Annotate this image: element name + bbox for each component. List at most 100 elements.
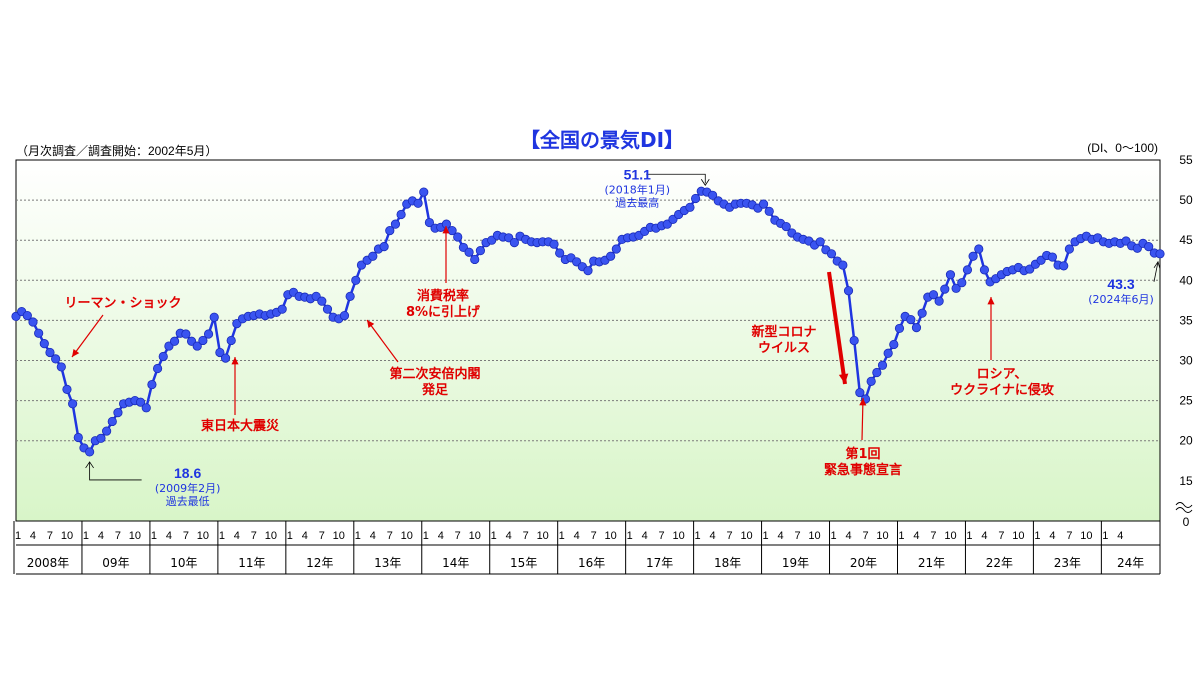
month-tick-label: 7 xyxy=(727,530,733,542)
data-point xyxy=(877,360,888,370)
month-tick-label: 7 xyxy=(251,530,257,542)
data-point xyxy=(22,310,32,321)
data-point xyxy=(934,296,944,306)
data-point xyxy=(39,339,49,349)
data-point xyxy=(583,266,593,276)
y-tick-label: 35 xyxy=(1179,313,1193,327)
data-point xyxy=(707,190,718,200)
data-point xyxy=(979,265,990,275)
data-point xyxy=(549,239,559,249)
month-tick-label: 10 xyxy=(944,530,956,542)
max-pointer xyxy=(646,173,706,184)
data-point xyxy=(226,335,236,346)
month-tick-label: 7 xyxy=(183,530,189,542)
month-tick-label: 4 xyxy=(1117,530,1123,542)
data-point xyxy=(322,304,333,314)
month-tick-label: 1 xyxy=(830,530,836,542)
month-tick-label: 4 xyxy=(845,530,851,542)
data-point xyxy=(855,387,865,398)
month-tick-label: 10 xyxy=(197,530,209,542)
data-point xyxy=(968,251,978,261)
data-point xyxy=(96,433,106,443)
data-point xyxy=(453,232,463,242)
data-point xyxy=(45,347,55,358)
axis-break-icon xyxy=(1175,502,1193,513)
month-tick-label: 1 xyxy=(559,530,565,542)
data-point xyxy=(815,237,825,247)
month-tick-label: 4 xyxy=(302,530,308,542)
data-point xyxy=(192,341,202,351)
event-label: 第二次安倍内閣 xyxy=(389,366,480,382)
event-label: 消費税率 xyxy=(417,288,469,304)
month-tick-label: 10 xyxy=(129,530,141,542)
year-label: 21年 xyxy=(918,556,945,570)
month-tick-label: 10 xyxy=(401,530,413,542)
data-point xyxy=(951,283,961,293)
month-tick-label: 7 xyxy=(387,530,393,542)
data-point xyxy=(385,225,395,236)
month-tick-label: 10 xyxy=(740,530,752,542)
y-tick-label: 20 xyxy=(1179,434,1193,448)
year-label: 12年 xyxy=(306,556,333,570)
data-point xyxy=(764,206,774,216)
month-tick-label: 4 xyxy=(981,530,987,542)
data-point xyxy=(611,244,621,254)
event-label: 発足 xyxy=(421,382,449,398)
data-point xyxy=(470,254,480,265)
year-label: 16年 xyxy=(578,556,605,570)
data-point xyxy=(339,310,350,321)
event-label: 新型コロナ xyxy=(751,324,816,340)
year-label: 09年 xyxy=(102,556,129,570)
data-point xyxy=(56,362,66,372)
month-tick-label: 4 xyxy=(642,530,648,542)
y-tick-label: 50 xyxy=(1179,193,1193,207)
chart-title: 【全国の景気DI】 xyxy=(520,128,684,152)
arrowhead-icon xyxy=(367,320,375,329)
arrowhead-icon xyxy=(838,373,849,384)
y-tick-label: 15 xyxy=(1179,474,1193,488)
data-point xyxy=(1144,242,1154,252)
data-point xyxy=(424,217,435,228)
event-arrow xyxy=(71,314,104,358)
event-label: 8%に引上げ xyxy=(406,304,481,320)
month-tick-label: 10 xyxy=(808,530,820,542)
month-tick-label: 4 xyxy=(438,530,444,542)
data-point xyxy=(685,202,695,212)
data-point xyxy=(135,397,146,407)
month-tick-label: 10 xyxy=(469,530,481,542)
data-point xyxy=(475,246,485,256)
event-label: ウクライナに侵攻 xyxy=(950,382,1055,398)
data-point xyxy=(68,399,78,409)
data-point xyxy=(1059,261,1069,271)
y-tick-label: 40 xyxy=(1179,273,1193,287)
data-point xyxy=(940,284,950,294)
data-point xyxy=(141,403,151,413)
data-point xyxy=(911,323,922,333)
data-point xyxy=(1064,244,1074,254)
data-point xyxy=(883,348,893,358)
data-point xyxy=(85,447,95,457)
year-label: 23年 xyxy=(1054,556,1081,570)
arrowhead-icon xyxy=(859,398,867,406)
data-point xyxy=(215,347,225,358)
year-label: 19年 xyxy=(782,556,809,570)
month-tick-label: 10 xyxy=(265,530,277,542)
month-tick-label: 1 xyxy=(83,530,89,542)
year-label: 20年 xyxy=(850,556,877,570)
month-tick-label: 7 xyxy=(591,530,597,542)
unit-note: (DI、0〜100) xyxy=(1087,141,1158,155)
event-label: 東日本大震災 xyxy=(201,418,280,434)
month-tick-label: 1 xyxy=(966,530,972,542)
month-tick-label: 4 xyxy=(98,530,104,542)
month-tick-label: 10 xyxy=(672,530,684,542)
year-label: 2008年 xyxy=(27,556,70,570)
data-point xyxy=(962,265,973,275)
month-tick-label: 4 xyxy=(370,530,376,542)
month-tick-label: 1 xyxy=(1102,530,1108,542)
min-pointer xyxy=(89,461,142,481)
month-tick-label: 1 xyxy=(763,530,769,542)
month-tick-label: 7 xyxy=(659,530,665,542)
data-point xyxy=(974,244,984,254)
data-point xyxy=(509,238,519,248)
